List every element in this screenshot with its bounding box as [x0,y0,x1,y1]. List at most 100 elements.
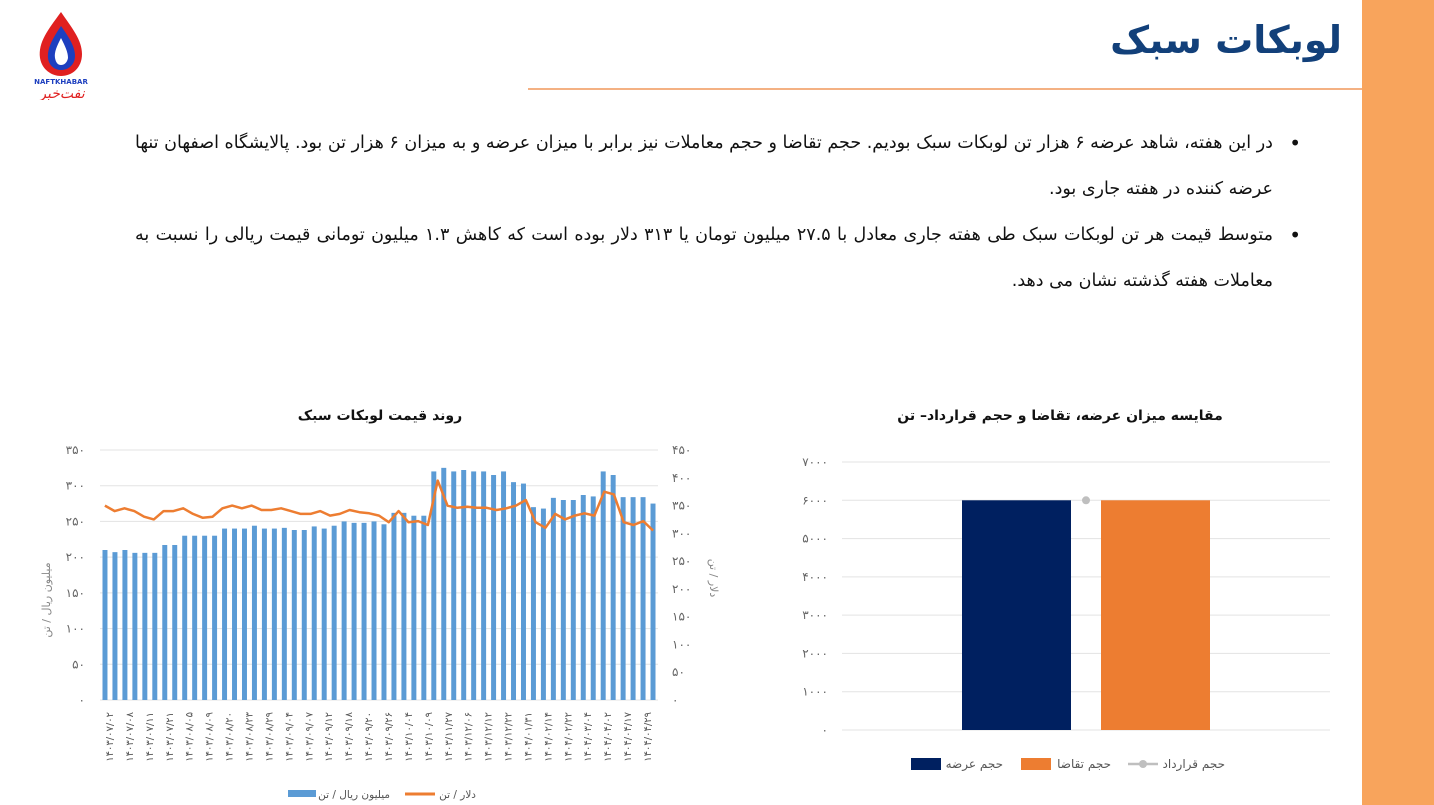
rial-price-bar [212,535,218,700]
x-tick-label: ۱۴۰۳/۱۰/۰۹ [424,712,435,762]
rial-price-bar [491,475,497,700]
rial-price-bar [550,497,556,700]
rial-price-bar [421,515,427,700]
legend-swatch-rial [288,790,316,797]
rial-price-bar [471,471,477,700]
x-tick-label: ۱۴۰۳/۰۸/۰۵ [185,712,196,762]
y-left-tick: ۵۰ [72,657,85,671]
x-tick-label: ۱۴۰۴/۰۱/۳۱ [524,712,535,762]
bullet-price: متوسط قیمت هر تن لوبکات سبک طی هفته جاری… [135,212,1301,304]
demand-bar [1101,500,1210,730]
x-tick-label: ۱۴۰۳/۰۷/۰۲ [105,712,116,762]
rial-price-bar [481,471,487,700]
rial-price-bar [411,515,417,700]
x-tick-label: ۱۴۰۴/۰۲/۱۴ [543,712,554,762]
y-tick: ۲۰۰۰ [802,646,828,660]
x-tick-label: ۱۴۰۳/۰۹/۰۷ [304,711,315,761]
y-right-tick: ۱۵۰ [672,610,691,624]
rial-price-bar [381,524,387,700]
rial-price-bar [281,527,287,700]
x-tick-label: ۱۴۰۳/۰۷/۲۱ [165,712,176,762]
side-accent-bar [1362,0,1434,805]
y-tick: ۵۰۰۰ [802,532,828,546]
y-left-tick: ۳۰۰ [66,479,85,493]
legend-label-contract: حجم قرارداد [1163,757,1225,772]
logo-text: نفت‌خبر [37,86,85,100]
rial-price-bar [122,550,128,700]
price-chart-title: روند قیمت لوبکات سبک [297,408,463,424]
y-tick: ۷۰۰۰ [802,455,828,469]
y-left-tick: ۲۰۰ [66,550,85,564]
x-tick-label: ۱۴۰۴/۰۳/۰۴ [583,712,594,762]
logo-latin-text: NAFTKHABAR [34,78,88,86]
rial-price-bar [570,500,576,700]
rial-price-bar [182,535,188,700]
rial-price-bar [511,482,517,700]
supply-bar [962,500,1071,730]
legend-label-rial: میلیون ریال / تن [318,789,390,801]
y-right-tick: ۰ [672,693,678,707]
y-tick: ۱۰۰۰ [802,685,828,699]
x-tick-label: ۱۴۰۳/۱۲/۱۲ [484,712,495,762]
rial-price-bar [202,535,208,700]
y-right-tick: ۵۰ [672,665,685,679]
rial-price-bar [620,497,626,700]
rial-price-bar [152,552,158,700]
summary-bullets: در این هفته، شاهد عرضه ۶ هزار تن لوبکات … [135,120,1301,304]
y-right-tick: ۳۰۰ [672,526,691,540]
rial-price-bar [640,497,646,700]
rial-price-bar [162,545,168,700]
y-right-tick: ۱۰۰ [672,637,691,651]
y-right-tick: ۴۵۰ [672,443,691,457]
y-left-tick: ۰ [79,693,85,707]
x-tick-label: ۱۴۰۳/۰۸/۲۹ [264,712,275,762]
rial-price-bar [540,508,546,700]
x-tick-label: ۱۴۰۳/۰۸/۲۰ [225,712,236,762]
rial-price-bar [192,535,198,700]
rial-price-bar [650,503,656,700]
rial-price-bar [232,528,238,700]
legend-label-dollar: دلار / تن [439,789,476,801]
x-tick-label: ۱۴۰۳/۱۰/۰۴ [404,712,415,762]
x-tick-label: ۱۴۰۳/۰۹/۱۸ [344,711,355,761]
page-title: لوبکات سبک [1110,18,1342,62]
volume-chart-title: مقایسه میزان عرضه، تقاضا و حجم قرارداد– … [897,408,1223,424]
rial-price-bar [251,525,257,700]
y-left-tick: ۱۰۰ [66,622,85,636]
rial-price-bar [142,552,148,700]
rial-price-bar [580,495,586,700]
rial-price-bar [590,496,596,700]
rial-price-bar [261,528,267,700]
x-tick-label: ۱۴۰۳/۱۲/۲۲ [504,712,515,762]
rial-price-bar [391,512,397,700]
right-axis-title: دلار / تن [707,559,720,598]
legend-marker-contract [1139,760,1147,768]
bullet-supply: در این هفته، شاهد عرضه ۶ هزار تن لوبکات … [135,120,1301,212]
rial-price-bar [102,550,108,700]
rial-price-bar [610,475,616,700]
rial-price-bar [520,483,526,700]
legend-swatch-supply [911,758,941,770]
rial-price-bar [311,526,317,700]
x-tick-label: ۱۴۰۳/۰۸/۰۹ [205,712,216,762]
rial-price-bar [341,521,347,700]
y-left-tick: ۱۵۰ [66,586,85,600]
rial-price-bar [271,528,277,700]
x-tick-label: ۱۴۰۳/۰۹/۰۴ [284,712,295,762]
rial-price-bar [351,522,357,700]
x-tick-label: ۱۴۰۴/۰۴/۲۹ [643,712,654,762]
title-divider [528,88,1362,90]
y-right-tick: ۲۵۰ [672,554,691,568]
x-tick-label: ۱۴۰۳/۰۸/۲۳ [245,711,256,761]
x-tick-label: ۱۴۰۴/۰۲/۲۲ [563,712,574,762]
price-legend: میلیون ریال / تن دلار / تن [288,789,476,801]
rial-price-bar [501,471,507,700]
rial-price-bar [361,522,367,700]
legend-label-demand: حجم تقاضا [1057,757,1111,771]
rial-price-bar [291,530,297,700]
x-tick-label: ۱۴۰۴/۰۴/۰۲ [603,712,614,762]
legend-swatch-demand [1021,758,1051,770]
rial-price-bar [331,525,337,700]
y-left-tick: ۲۵۰ [66,514,85,528]
rial-price-bar [441,467,447,700]
